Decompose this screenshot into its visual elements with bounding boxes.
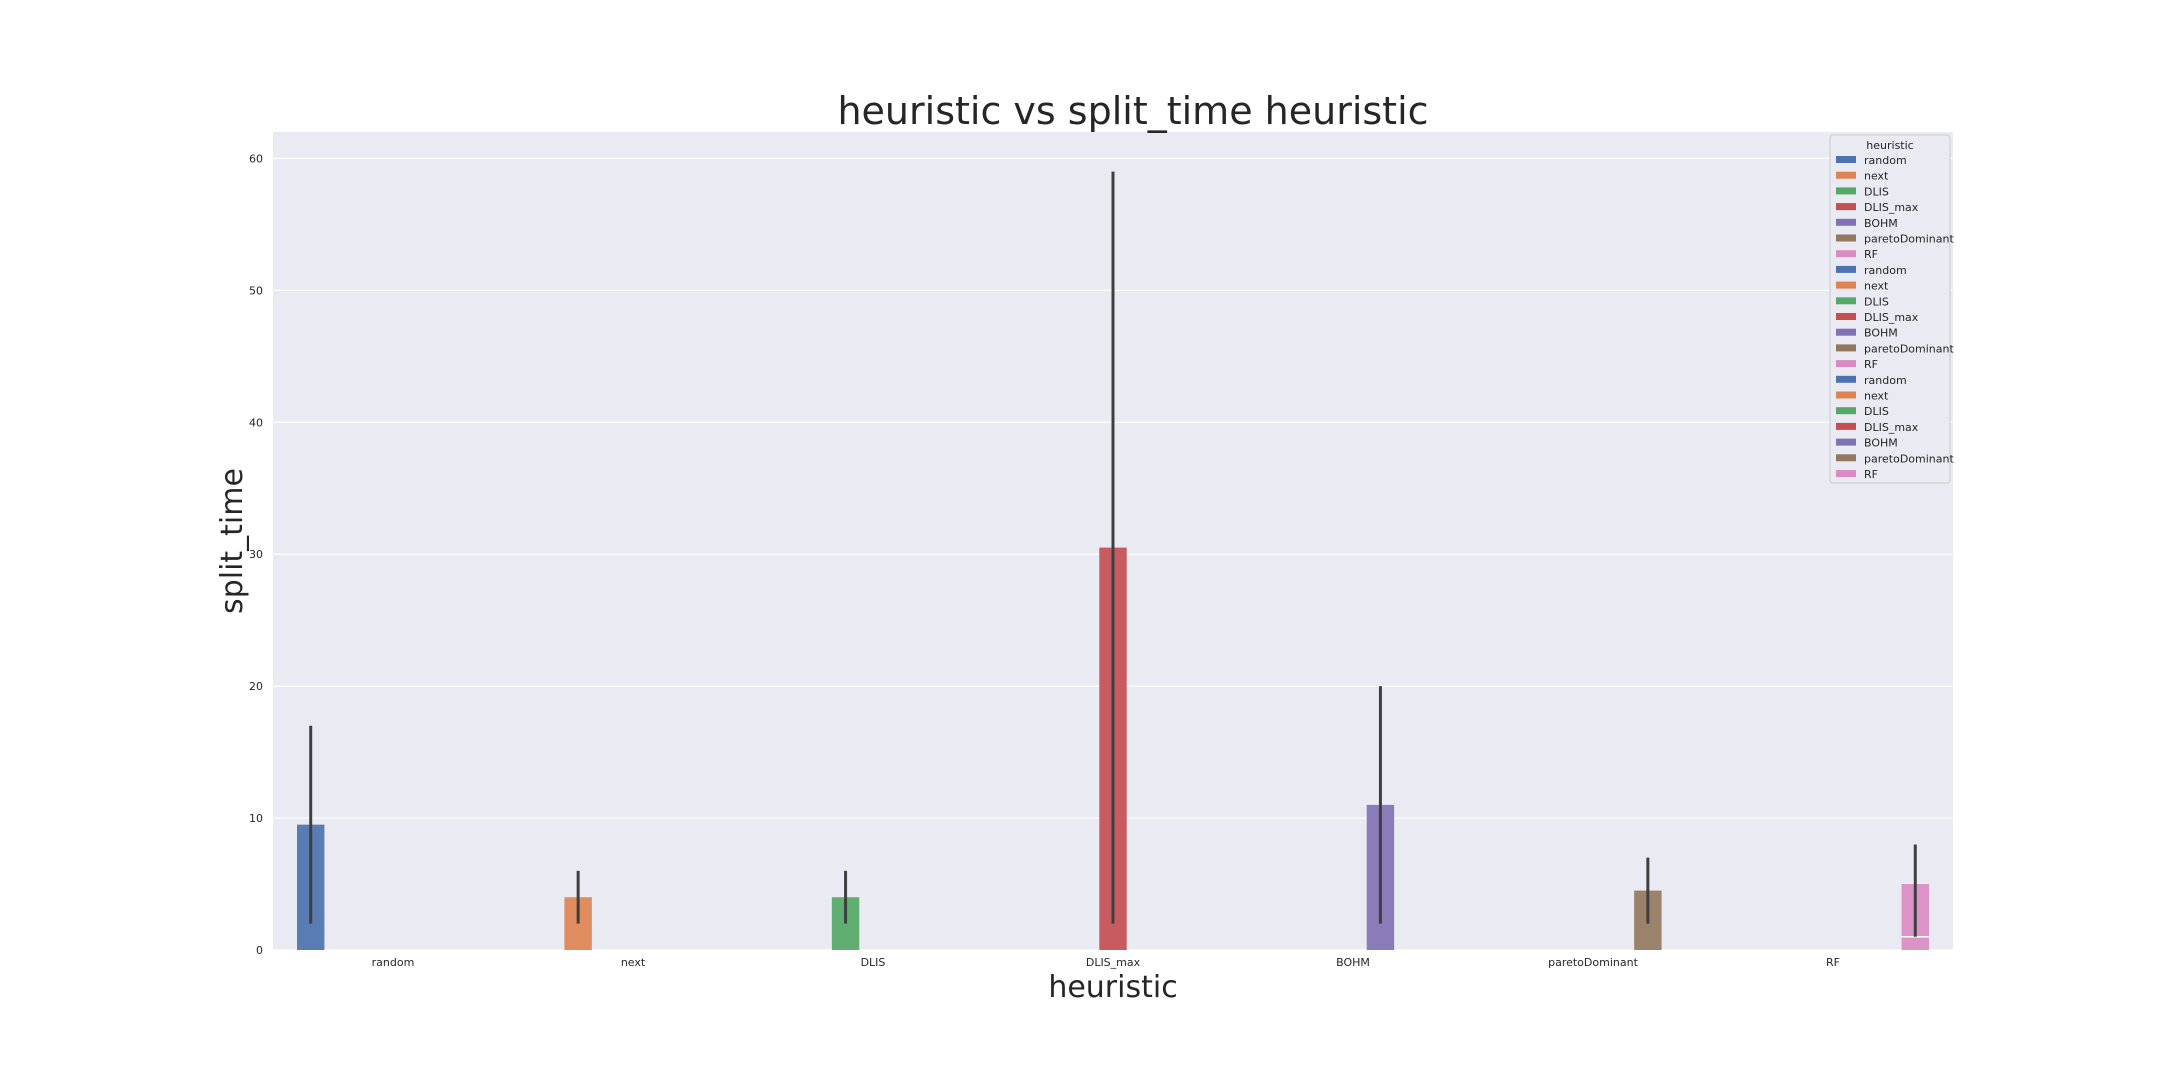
legend-swatch bbox=[1836, 454, 1856, 462]
legend-swatch bbox=[1836, 156, 1856, 163]
y-tick-label: 50 bbox=[249, 284, 263, 297]
legend-swatch bbox=[1836, 203, 1856, 211]
legend: heuristic random next DLIS DLIS_max BOHM pare… bbox=[1829, 134, 1954, 484]
legend-swatch bbox=[1836, 470, 1856, 477]
x-tick-label: random bbox=[372, 956, 415, 969]
y-tick-label: 60 bbox=[249, 152, 263, 165]
y-tick-label: 0 bbox=[256, 944, 263, 957]
y-axis-title: split_time bbox=[215, 468, 250, 614]
y-tick-labels: 0 10 20 30 40 50 60 bbox=[249, 152, 263, 957]
legend-label: DLIS bbox=[1864, 295, 1889, 308]
y-tick-label: 30 bbox=[249, 548, 263, 561]
legend-swatch bbox=[1836, 234, 1856, 242]
x-tick-label: DLIS bbox=[861, 956, 886, 969]
y-tick-label: 40 bbox=[249, 416, 263, 429]
legend-label: paretoDominant bbox=[1864, 233, 1954, 246]
legend-label: next bbox=[1864, 280, 1889, 293]
legend-label: DLIS_max bbox=[1864, 421, 1919, 434]
x-tick-label: RF bbox=[1826, 956, 1840, 969]
x-tick-label: next bbox=[621, 956, 646, 969]
x-tick-label: paretoDominant bbox=[1548, 956, 1638, 969]
legend-swatch bbox=[1836, 187, 1856, 195]
legend-swatch bbox=[1836, 438, 1856, 446]
legend-swatch bbox=[1836, 344, 1856, 352]
legend-label: RF bbox=[1864, 248, 1878, 261]
legend-swatch bbox=[1836, 281, 1856, 289]
chart-title: heuristic vs split_time heuristic bbox=[837, 89, 1428, 133]
legend-label: paretoDominant bbox=[1864, 342, 1954, 355]
legend-label: BOHM bbox=[1864, 437, 1898, 450]
legend-label: DLIS_max bbox=[1864, 311, 1919, 324]
legend-entries: random next DLIS DLIS_max BOHM paretoDominant… bbox=[1836, 154, 1954, 481]
legend-swatch bbox=[1836, 218, 1856, 226]
error-bars bbox=[309, 171, 1917, 937]
legend-swatch bbox=[1836, 360, 1856, 368]
x-tick-labels: random next DLIS DLIS_max BOHM paretoDominant… bbox=[372, 956, 1840, 969]
legend-swatch bbox=[1836, 250, 1856, 258]
x-tick-label: DLIS_max bbox=[1086, 956, 1141, 969]
y-tick-label: 20 bbox=[249, 680, 263, 693]
legend-label: RF bbox=[1864, 468, 1878, 481]
y-tick-label: 10 bbox=[249, 812, 263, 825]
legend-label: paretoDominant bbox=[1864, 452, 1954, 465]
legend-swatch bbox=[1836, 407, 1856, 415]
legend-label: DLIS bbox=[1864, 185, 1889, 198]
x-tick-label: BOHM bbox=[1336, 956, 1370, 969]
legend-swatch bbox=[1836, 313, 1856, 320]
legend-label: random bbox=[1864, 374, 1907, 387]
legend-swatch bbox=[1836, 391, 1856, 399]
legend-swatch bbox=[1836, 422, 1856, 430]
legend-frame bbox=[1829, 134, 1951, 484]
legend-label: BOHM bbox=[1864, 217, 1898, 230]
legend-label: DLIS bbox=[1864, 405, 1889, 418]
legend-swatch bbox=[1836, 265, 1856, 273]
legend-label: random bbox=[1864, 154, 1907, 167]
legend-label: RF bbox=[1864, 358, 1878, 371]
legend-label: next bbox=[1864, 390, 1889, 403]
legend-title: heuristic bbox=[1866, 139, 1913, 152]
legend-swatch bbox=[1836, 171, 1856, 179]
legend-swatch bbox=[1836, 328, 1856, 336]
x-axis-title: heuristic bbox=[1048, 970, 1177, 1005]
legend-label: next bbox=[1864, 170, 1889, 183]
legend-label: DLIS_max bbox=[1864, 201, 1919, 214]
legend-swatch bbox=[1836, 297, 1856, 305]
legend-label: BOHM bbox=[1864, 327, 1898, 340]
legend-label: random bbox=[1864, 264, 1907, 277]
legend-swatch bbox=[1836, 375, 1856, 383]
